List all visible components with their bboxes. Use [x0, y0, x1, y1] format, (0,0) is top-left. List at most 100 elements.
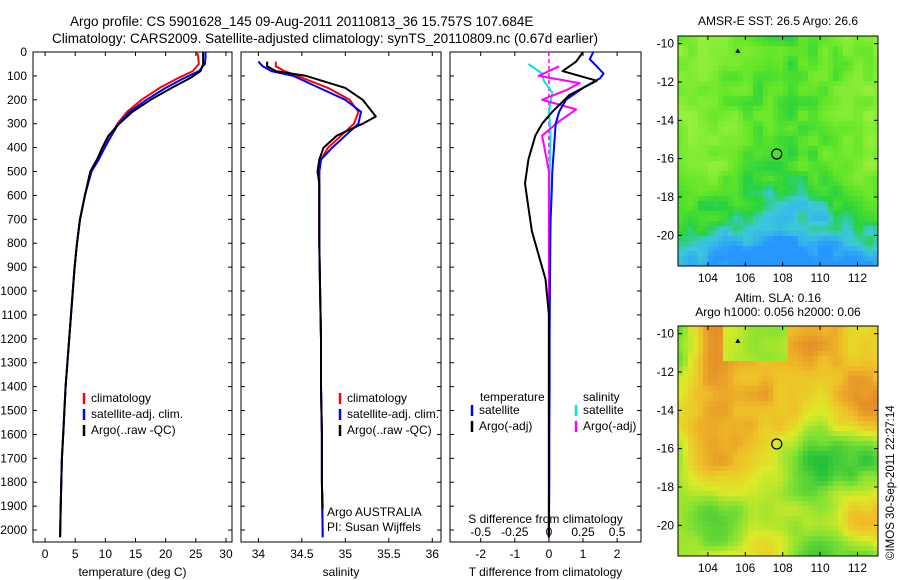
temperature-ytick-label: 1500	[0, 404, 27, 418]
temperature-series-argo-raw-qc-	[59, 52, 205, 538]
temperature-ytick-label: 600	[7, 188, 27, 202]
temperature-ytick-label: 1700	[0, 451, 27, 465]
sla_map-frame	[677, 325, 879, 557]
sst_map-frame	[677, 35, 879, 267]
temperature-ytick-label: 1600	[0, 427, 27, 441]
sla_map-ytick-label: -10	[657, 327, 675, 341]
temperature-ytick-label: 1100	[1, 308, 27, 322]
sst-map-title: AMSR-E SST: 26.5 Argo: 26.6	[698, 14, 858, 28]
temperature-ytick-label: 100	[7, 69, 27, 83]
sst_map-previous-marker	[735, 48, 741, 53]
salinity-legend-label: climatology	[347, 391, 407, 405]
sla_map-ytick-label: -16	[657, 442, 675, 456]
temperature-frame	[32, 51, 233, 543]
difference-series-satellite-temperature	[547, 51, 605, 538]
difference-temp-legend-title: temperature	[480, 390, 545, 404]
sst_map-xtick-label: 108	[773, 271, 793, 285]
temperature-xtick-label: 25	[189, 547, 203, 561]
difference-top-tick-label: -0.25	[501, 525, 529, 539]
sla_map-ytick-label: -14	[657, 403, 675, 417]
temperature-xlabel: temperature (deg C)	[78, 565, 186, 579]
salinity-note-argo: Argo AUSTRALIA	[327, 505, 422, 519]
difference-series-argo-adj--temperature	[524, 51, 598, 538]
sst_map-xtick-label: 104	[698, 271, 718, 285]
temperature-ytick-label: 800	[7, 236, 27, 250]
temperature-ytick-label: 1900	[0, 499, 27, 513]
difference-sal-legend-label: Argo(-adj)	[583, 419, 636, 433]
difference-sal-legend-label: satellite	[583, 403, 624, 417]
temperature-ytick-label: 1400	[0, 380, 27, 394]
salinity-xtick-label: 34.5	[290, 547, 314, 561]
difference-top-label: S difference from climatology	[468, 512, 623, 526]
sst_map-ytick-label: -10	[657, 37, 675, 51]
salinity-series-argo-raw-qc-	[266, 61, 377, 509]
temperature-panel: 0 5 10 15 20 25 300100200300400500600700800900…	[0, 45, 233, 579]
temperature-legend-label: satellite-adj. clim.	[91, 407, 183, 421]
salinity-xtick-label: 34	[252, 547, 266, 561]
sla-map-panel: 104 106 108 110 112 -10 -12 -14 -16 -18 -20 Altim. …	[657, 291, 879, 575]
temperature-ytick-label: 1200	[0, 332, 27, 346]
temperature-xtick-label: 30	[219, 547, 233, 561]
temperature-ytick-label: 0	[20, 45, 27, 59]
temperature-series-satellite-adj-clim-	[59, 52, 207, 538]
sst_map-xtick-label: 110	[810, 271, 829, 285]
temperature-xtick-label: 5	[72, 547, 79, 561]
sst_map-argo-marker	[771, 148, 783, 160]
salinity-note-pi: PI: Susan Wijffels	[327, 520, 421, 534]
salinity-legend-label: satellite-adj. clim.	[347, 407, 439, 421]
sla_map-xtick-label: 106	[735, 561, 755, 575]
sst_map-ytick-label: -16	[657, 152, 675, 166]
sst_map-xtick-label: 112	[848, 271, 867, 285]
temperature-legend-label: climatology	[91, 391, 151, 405]
sst_map-xtick-label: 106	[735, 271, 755, 285]
temperature-ytick-label: 1000	[0, 284, 27, 298]
difference-panel: -2 -1 0 1 2 T difference from climatology -0.5…	[449, 51, 642, 579]
difference-top-tick-label: 0.5	[609, 525, 626, 539]
difference-top-tick-label: 0.25	[571, 525, 595, 539]
temperature-ytick-label: 900	[7, 260, 27, 274]
sla_map-xtick-label: 112	[848, 561, 867, 575]
temperature-ytick-label: 400	[7, 141, 27, 155]
difference-series-argo-adj--salinity	[537, 65, 581, 538]
difference-xlabel: T difference from climatology	[469, 565, 623, 579]
difference-xtick-label: 2	[614, 547, 621, 561]
difference-top-tick-label: -0.5	[470, 525, 491, 539]
imos-watermark: ©IMOS 30-Sep-2011 22:27:14	[885, 405, 897, 560]
temperature-series-climatology	[59, 51, 200, 538]
salinity-series-satellite-adj-clim-	[257, 60, 362, 538]
salinity-legend-label: Argo(..raw -QC)	[347, 423, 432, 437]
temperature-ytick-label: 1800	[0, 475, 27, 489]
temperature-xtick-label: 10	[99, 547, 113, 561]
sst_map-cells	[678, 36, 879, 267]
temperature-legend-label: Argo(..raw -QC)	[91, 423, 176, 437]
sla_map-ytick-label: -20	[657, 518, 675, 532]
sst_map-ytick-label: -18	[657, 190, 675, 204]
salinity-xtick-label: 36	[426, 547, 440, 561]
temperature-ytick-label: 2000	[0, 523, 27, 537]
difference-xtick-label: -2	[475, 547, 486, 561]
difference-xtick-label: 0	[546, 547, 553, 561]
sla-map-subtitle: Argo h1000: 0.056 h2000: 0.06	[695, 305, 861, 319]
salinity-panel: 34 34.5 35 35.5 36 salinity climatology satelli…	[240, 51, 442, 579]
difference-temp-legend-label: satellite	[479, 403, 520, 417]
salinity-series-climatology	[274, 61, 360, 538]
temperature-ytick-label: 1300	[0, 356, 27, 370]
header-line1: Argo profile: CS 5901628_145 09-Aug-2011…	[70, 14, 533, 29]
difference-temp-legend-label: Argo(-adj)	[479, 419, 532, 433]
difference-sal-legend-title: salinity	[583, 390, 620, 404]
difference-xtick-label: 1	[580, 547, 587, 561]
sla_map-xtick-label: 110	[810, 561, 829, 575]
salinity-frame	[240, 51, 442, 543]
salinity-xtick-label: 35.5	[377, 547, 401, 561]
temperature-xtick-label: 20	[159, 547, 173, 561]
temperature-xtick-label: 0	[42, 547, 49, 561]
sst_map-ytick-label: -12	[657, 75, 675, 89]
temperature-ytick-label: 500	[7, 165, 27, 179]
sla_map-ytick-label: -12	[657, 365, 675, 379]
salinity-xtick-label: 35	[339, 547, 353, 561]
sla_map-cells	[678, 326, 879, 557]
temperature-xtick-label: 15	[129, 547, 143, 561]
sst_map-ytick-label: -14	[657, 113, 675, 127]
sla_map-xtick-label: 104	[698, 561, 718, 575]
